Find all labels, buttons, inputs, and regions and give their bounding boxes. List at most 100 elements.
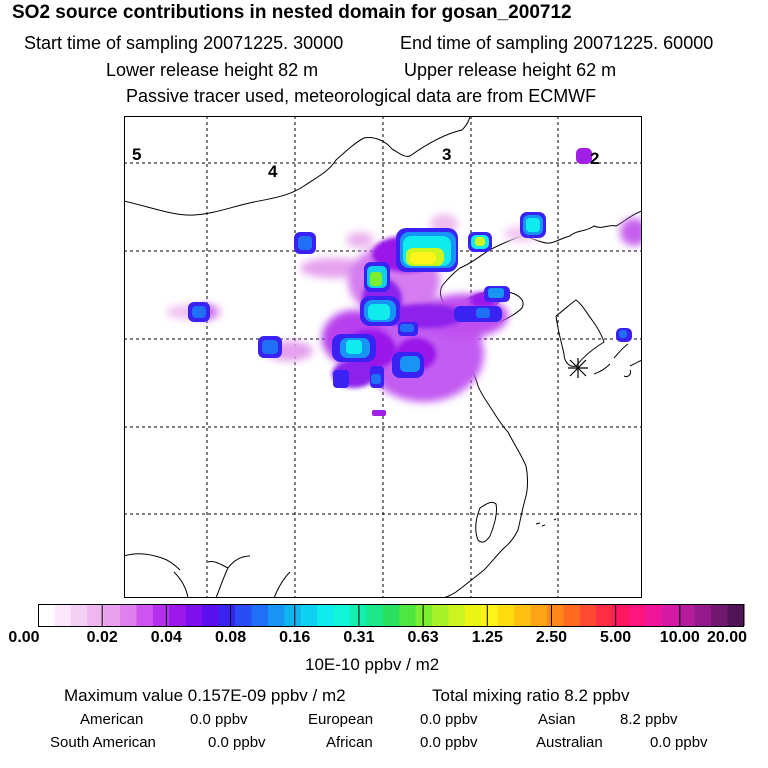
plume-blob xyxy=(488,288,504,298)
legend-color-cell xyxy=(645,604,663,626)
legend-color-cell xyxy=(514,604,532,626)
end-time: End time of sampling 20071225. 60000 xyxy=(400,33,714,53)
plume-blob xyxy=(526,218,540,232)
legend-color-cell xyxy=(596,604,614,626)
legend-color-cell xyxy=(267,604,285,626)
plume-blob xyxy=(400,324,414,332)
legend-color-cell xyxy=(415,604,433,626)
legend-color-cell xyxy=(612,604,630,626)
receptor-marker-icon xyxy=(568,358,588,378)
legend-color-cell xyxy=(235,604,253,626)
region-label: 5 xyxy=(132,145,141,164)
legend-color-cell xyxy=(284,604,302,626)
african-label: African xyxy=(326,734,373,751)
legend-tick-label: 10.00 xyxy=(659,629,700,646)
plume-blob xyxy=(619,330,627,338)
legend-tick-label: 5.00 xyxy=(600,629,632,646)
region-label: 4 xyxy=(268,162,278,181)
american-value: 0.0 ppbv xyxy=(190,711,248,728)
subtitle: Passive tracer used, meteorological data… xyxy=(126,86,597,106)
legend-color-cell xyxy=(563,604,581,626)
asian-label: Asian xyxy=(538,711,576,728)
legend-tick-label: 0.16 xyxy=(279,629,311,646)
plume-blob xyxy=(346,340,362,354)
plume-blob xyxy=(371,374,381,384)
legend-color-cell xyxy=(678,604,696,626)
legend-color-cell xyxy=(300,604,318,626)
legend-color-cell xyxy=(546,604,564,626)
legend-units: 10E-10 ppbv / m2 xyxy=(305,655,440,674)
legend-tick-label: 0.31 xyxy=(343,629,375,646)
european-label: European xyxy=(308,711,374,728)
legend-color-cell xyxy=(497,604,515,626)
legend-color-cell xyxy=(530,604,548,626)
plume-blob xyxy=(475,237,485,246)
plume-blob xyxy=(192,306,206,318)
european-value: 0.0 ppbv xyxy=(420,711,478,728)
legend-color-cell xyxy=(727,604,745,626)
plume-blob xyxy=(576,148,592,164)
legend-color-cell xyxy=(317,604,335,626)
region-label: 2 xyxy=(590,149,599,168)
legend-tick-label: 0.04 xyxy=(150,629,182,646)
upper-release-height: Upper release height 62 m xyxy=(404,60,617,80)
legend-color-cell xyxy=(399,604,417,626)
color-scale-bar xyxy=(38,604,745,627)
legend-tick-label: 0.00 xyxy=(8,629,40,646)
lower-release-height: Lower release height 82 m xyxy=(106,60,319,80)
south-american-value: 0.0 ppbv xyxy=(208,734,266,751)
chart-title: SO2 source contributions in nested domai… xyxy=(12,2,572,23)
legend-color-cell xyxy=(579,604,597,626)
legend-tick-label: 0.63 xyxy=(407,629,439,646)
australian-label: Australian xyxy=(536,734,603,751)
legend-color-cell xyxy=(464,604,482,626)
plume-blob xyxy=(370,272,382,286)
plume-blob xyxy=(400,356,420,372)
legend-color-cell xyxy=(169,604,187,626)
start-time: Start time of sampling 20071225. 30000 xyxy=(24,33,344,53)
plume-blob xyxy=(333,370,349,388)
total-mixing-ratio: Total mixing ratio 8.2 ppbv xyxy=(432,686,630,705)
legend-color-cell xyxy=(152,604,170,626)
map-frame xyxy=(124,116,642,598)
legend-color-cell xyxy=(38,604,56,626)
african-value: 0.0 ppbv xyxy=(420,734,478,751)
legend-color-cell xyxy=(432,604,450,626)
legend-color-cell xyxy=(103,604,121,626)
legend-color-cell xyxy=(136,604,154,626)
australian-value: 0.0 ppbv xyxy=(650,734,708,751)
legend-tick-label: 0.02 xyxy=(86,629,118,646)
legend-color-cell xyxy=(661,604,679,626)
concentration-field xyxy=(166,148,642,416)
legend-color-cell xyxy=(481,604,499,626)
south-american-label: South American xyxy=(50,734,156,751)
legend-color-cell xyxy=(251,604,269,626)
legend-color-cell xyxy=(218,604,236,626)
region-label: 3 xyxy=(442,145,451,164)
american-label: American xyxy=(80,711,144,728)
plume-blob xyxy=(298,236,312,250)
legend-color-cell xyxy=(694,604,712,626)
legend-tick-label: 2.50 xyxy=(535,629,568,646)
legend-tick-label: 0.08 xyxy=(214,629,247,646)
legend-color-cell xyxy=(202,604,220,626)
legend-color-cell xyxy=(87,604,105,626)
legend-tick-label: 20.00 xyxy=(706,629,748,646)
plume-blob xyxy=(476,308,490,318)
plume-blob xyxy=(368,304,390,320)
legend-color-cell xyxy=(54,604,72,626)
legend-color-cell xyxy=(70,604,88,626)
legend-color-cell xyxy=(185,604,203,626)
legend-color-cell xyxy=(120,604,138,626)
plume-blob xyxy=(262,340,278,354)
map-panel: 5 4 3 2 xyxy=(124,116,642,598)
legend-tick-label: 1.25 xyxy=(471,629,503,646)
asian-value: 8.2 ppbv xyxy=(620,711,678,728)
summary-max-row: Maximum value 0.157E-09 ppbv / m2 Total … xyxy=(64,686,630,706)
sampling-times: Start time of sampling 20071225. 30000 E… xyxy=(24,33,713,54)
legend-color-cell xyxy=(366,604,384,626)
release-heights: Lower release height 82 m Upper release … xyxy=(106,60,616,81)
legend-color-cell xyxy=(629,604,647,626)
plume-blob xyxy=(410,252,436,264)
legend-color-cell xyxy=(382,604,400,626)
